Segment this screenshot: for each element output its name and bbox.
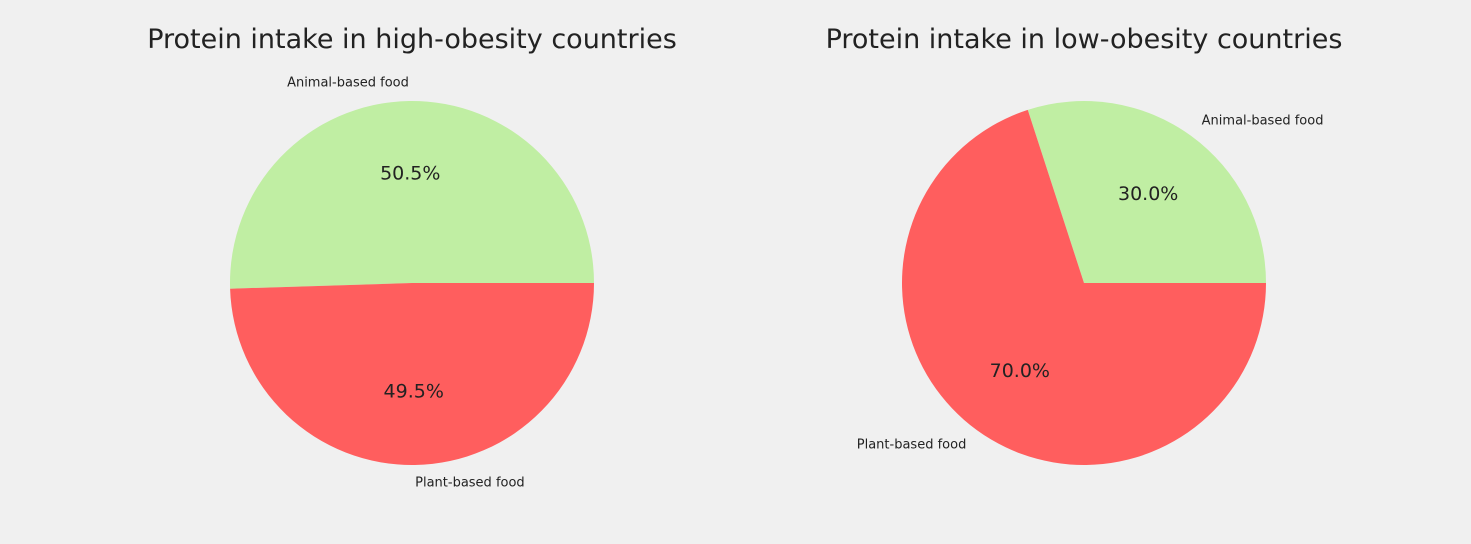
pct-label-high-obesity-plant-based-food: 49.5%: [384, 381, 444, 403]
pie-slice-low-obesity-animal-based-food: [1027, 101, 1266, 283]
pie-slice-high-obesity-animal-based-food: [229, 100, 594, 289]
slice-label-low-obesity-plant-based-food: Plant-based food: [857, 437, 967, 452]
slices-high-obesity: Animal-based food 50.5% Plant-based food 49…: [229, 75, 594, 491]
pie-chart-low-obesity: Protein intake in low-obesity countries …: [826, 24, 1343, 466]
chart-title-high-obesity: Protein intake in high-obesity countries: [147, 24, 677, 55]
slice-label-high-obesity-animal-based-food: Animal-based food: [287, 75, 409, 90]
pct-label-low-obesity-plant-based-food: 70.0%: [990, 360, 1050, 382]
pie-slice-high-obesity-plant-based-food: [230, 283, 594, 465]
pie-chart-high-obesity: Protein intake in high-obesity countries…: [147, 24, 677, 491]
chart-title-low-obesity: Protein intake in low-obesity countries: [826, 24, 1343, 55]
pct-label-high-obesity-animal-based-food: 50.5%: [380, 162, 440, 184]
slice-label-low-obesity-animal-based-food: Animal-based food: [1202, 114, 1324, 129]
slice-label-high-obesity-plant-based-food: Plant-based food: [415, 476, 525, 491]
slices-low-obesity: Animal-based food 30.0% Plant-based food 70…: [857, 101, 1324, 466]
pie-slice-low-obesity-plant-based-food: [902, 109, 1266, 466]
pct-label-low-obesity-animal-based-food: 30.0%: [1118, 183, 1178, 205]
